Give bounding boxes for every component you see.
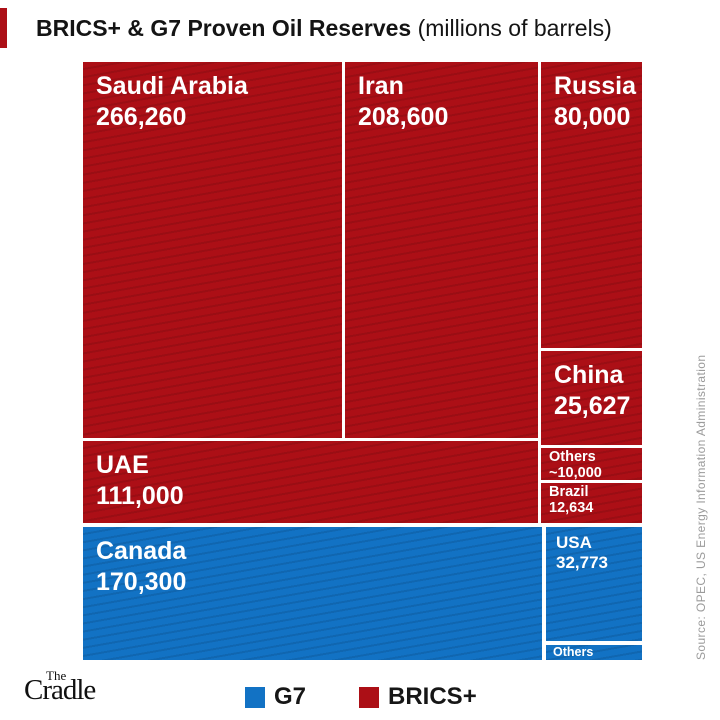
legend-label-brics: BRICS+ xyxy=(388,683,477,710)
cell-value-label: ~10,000 xyxy=(549,464,602,480)
cell-country-label: Brazil xyxy=(549,484,589,500)
cell-country-label: UAE xyxy=(96,451,149,479)
source-attribution: Source: OPEC, US Energy Information Admi… xyxy=(694,354,708,660)
cell-value-label: 80,000 xyxy=(554,102,631,131)
page-title: BRICS+ & G7 Proven Oil Reserves (million… xyxy=(36,15,612,42)
cell-country-label: Saudi Arabia xyxy=(96,72,248,100)
treemap-cell-usa: USA 32,773 xyxy=(546,527,642,641)
treemap-cell-canada: Canada 170,300 xyxy=(83,527,542,660)
cell-country-label: USA xyxy=(556,533,592,552)
cell-value-label: 266,260 xyxy=(96,102,187,131)
cell-value-label: 25,627 xyxy=(554,391,631,420)
cell-country-label: Iran xyxy=(358,72,404,100)
treemap-cell-china: China 25,627 xyxy=(541,351,642,445)
the-cradle-logo: The Cradle xyxy=(24,668,96,706)
cell-country-label: Others xyxy=(553,645,594,659)
cell-country-label: China xyxy=(554,361,624,389)
treemap-cell-russia: Russia 80,000 xyxy=(541,62,642,348)
treemap-cell-brazil: Brazil 12,634 xyxy=(541,483,642,523)
treemap-cell-uae: UAE 111,000 xyxy=(83,441,538,523)
cell-value-label: 208,600 xyxy=(358,102,449,131)
cell-value-label: 111,000 xyxy=(96,481,184,510)
title-accent-bar xyxy=(0,8,7,48)
treemap-cell-iran: Iran 208,600 xyxy=(345,62,538,438)
page-title-main: BRICS+ & G7 Proven Oil Reserves xyxy=(36,15,412,41)
cell-country-label: Others xyxy=(549,449,596,465)
logo-the-text: The xyxy=(46,668,67,683)
legend: G7 BRICS+ xyxy=(245,683,477,711)
cell-value-label: 32,773 xyxy=(556,553,608,573)
treemap-cell-others-g7: Others ~2,500 xyxy=(546,645,642,660)
cell-value-label: 12,634 xyxy=(549,499,594,516)
logo-cradle-text: Cradle xyxy=(24,674,96,706)
cell-value-label: 170,300 xyxy=(96,567,187,596)
g7-color-swatch xyxy=(245,686,265,708)
cell-country-label: Canada xyxy=(96,537,187,565)
treemap-cell-saudi-arabia: Saudi Arabia 266,260 xyxy=(83,62,342,438)
brics-color-swatch xyxy=(359,686,380,708)
treemap-chart: Saudi Arabia 266,260 Iran 208,600 Russia… xyxy=(83,62,642,660)
treemap-cell-others-brics: Others ~10,000 xyxy=(541,448,642,480)
page-title-unit: (millions of barrels) xyxy=(417,15,612,41)
cell-country-label: Russia xyxy=(554,72,636,100)
legend-label-g7: G7 xyxy=(274,683,307,710)
